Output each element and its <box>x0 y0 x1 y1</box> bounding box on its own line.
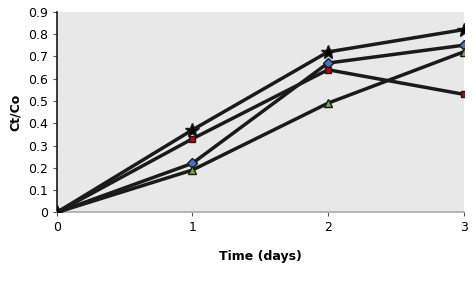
BOD <box>325 68 331 71</box>
COD <box>325 61 331 65</box>
COD <box>54 211 60 214</box>
Line: TP: TP <box>53 48 468 217</box>
TP <box>325 101 331 105</box>
Line: TN: TN <box>50 23 471 219</box>
Y-axis label: Ct/Co: Ct/Co <box>9 94 22 131</box>
COD <box>461 43 466 47</box>
TP <box>54 211 60 214</box>
COD <box>190 162 195 165</box>
TN <box>325 50 331 54</box>
TP <box>461 50 466 54</box>
BOD <box>461 93 466 96</box>
Line: COD: COD <box>53 42 467 216</box>
TN <box>54 211 60 214</box>
TN <box>190 128 195 132</box>
TN <box>461 28 466 31</box>
BOD <box>54 211 60 214</box>
Line: BOD: BOD <box>53 66 467 216</box>
TP <box>190 168 195 172</box>
BOD <box>190 137 195 141</box>
Text: Time (days): Time (days) <box>219 250 302 263</box>
